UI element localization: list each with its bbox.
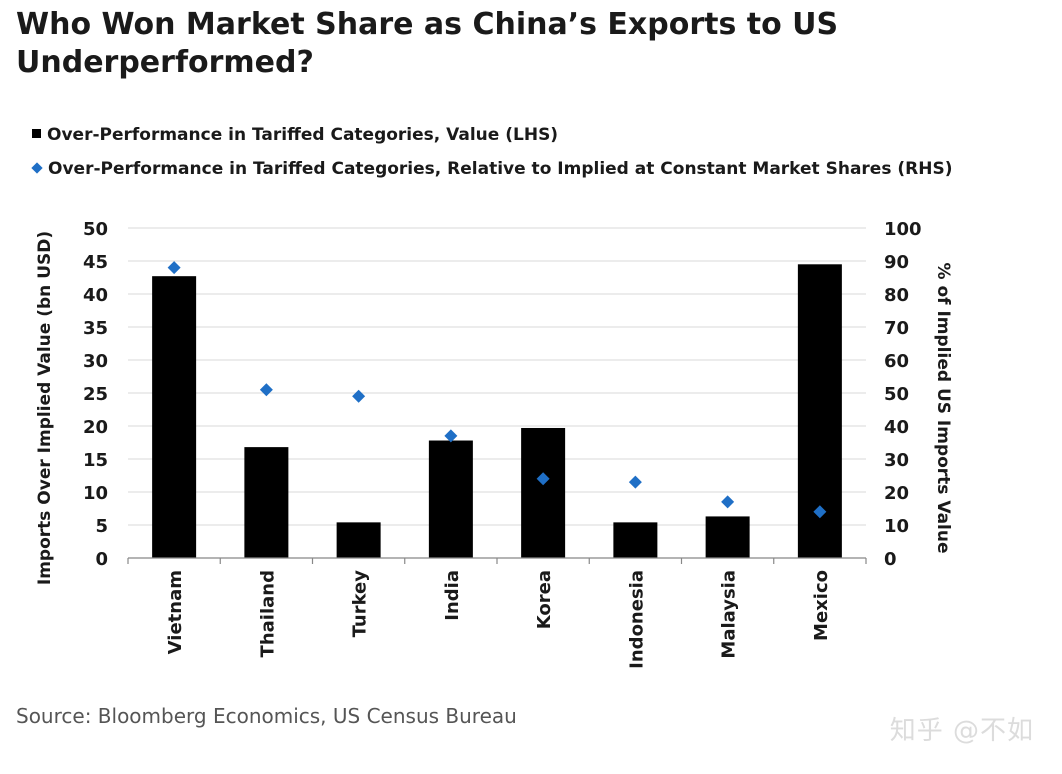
diamond-series <box>167 261 827 519</box>
x-tick-label: Malaysia <box>719 570 740 659</box>
x-tick-label: Vietnam <box>165 570 186 654</box>
y2-tick-label: 30 <box>884 450 909 471</box>
x-tick-label: Thailand <box>257 570 278 657</box>
watermark: 知乎 @不如 <box>889 716 1034 746</box>
diamond-vietnam <box>167 261 181 275</box>
x-tick-label: Indonesia <box>626 570 647 669</box>
bar-korea <box>521 427 566 558</box>
legend-item-bars: Over-Performance in Tariffed Categories,… <box>32 123 558 147</box>
y-tick-label: 10 <box>83 483 108 504</box>
y2-tick-label: 70 <box>884 318 909 339</box>
y-axis-label: Imports Over Implied Value (bn USD) <box>35 231 55 585</box>
legend-bar-swatch <box>32 129 41 138</box>
y-tick-label: 50 <box>83 219 108 240</box>
y-tick-label: 30 <box>83 351 108 372</box>
legend-bars-label: Over-Performance in Tariffed Categories,… <box>47 125 559 145</box>
diamond-mexico <box>813 505 827 519</box>
y-tick-label: 25 <box>83 384 108 405</box>
bar-india <box>428 440 473 558</box>
y2-tick-label: 10 <box>884 516 909 537</box>
y-tick-label: 5 <box>95 516 108 537</box>
axes <box>127 557 867 564</box>
y2-axis-label: % of Implied US Imports Value <box>933 263 953 554</box>
diamond-indonesia <box>628 475 642 489</box>
bar-series <box>152 264 842 558</box>
y-tick-label: 20 <box>83 417 108 438</box>
y2-tick-label: 0 <box>884 549 897 570</box>
diamond-turkey <box>352 389 366 403</box>
chart-title: Who Won Market Share as China’s Exports … <box>16 7 839 80</box>
bar-thailand <box>244 447 289 558</box>
bar-malaysia <box>705 516 750 558</box>
bar-turkey <box>336 522 381 558</box>
y2-tick-label: 80 <box>884 285 909 306</box>
y2-tick-label: 90 <box>884 252 909 273</box>
diamond-korea <box>536 472 550 486</box>
bar-indonesia <box>613 522 658 558</box>
y2-tick-label: 40 <box>884 417 909 438</box>
y2-tick-label: 50 <box>884 384 909 405</box>
x-tick-label: Turkey <box>350 570 371 638</box>
y-tick-label: 15 <box>83 450 108 471</box>
combo-chart: 0 5 10 15 20 25 30 35 40 45 50 0 10 20 30 40 50 60 70 80 90 1… <box>35 219 953 669</box>
y-tick-label: 40 <box>83 285 108 306</box>
diamond-india <box>444 429 458 443</box>
y-tick-label: 0 <box>95 549 108 570</box>
tick-labels: 0 5 10 15 20 25 30 35 40 45 50 0 10 20 30 40 50 60 70 80 90 1… <box>83 219 922 669</box>
x-tick-label: India <box>442 570 463 621</box>
y2-tick-label: 100 <box>884 219 922 240</box>
bar-vietnam <box>152 276 197 558</box>
y-tick-label: 45 <box>83 252 108 273</box>
x-tick-label: Korea <box>534 570 555 629</box>
source-note: Source: Bloomberg Economics, US Census B… <box>16 704 517 728</box>
y2-tick-label: 60 <box>884 351 909 372</box>
y-tick-label: 35 <box>83 318 108 339</box>
y2-tick-label: 20 <box>884 483 909 504</box>
legend-diamonds-label: Over-Performance in Tariffed Categories,… <box>48 159 953 179</box>
diamond-malaysia <box>721 495 735 509</box>
legend-item-diamonds: Over-Performance in Tariffed Categories,… <box>31 157 953 181</box>
x-tick-label: Mexico <box>811 570 832 641</box>
diamond-thailand <box>259 383 273 397</box>
gridlines <box>128 227 866 526</box>
legend-diamond-swatch <box>31 162 43 174</box>
